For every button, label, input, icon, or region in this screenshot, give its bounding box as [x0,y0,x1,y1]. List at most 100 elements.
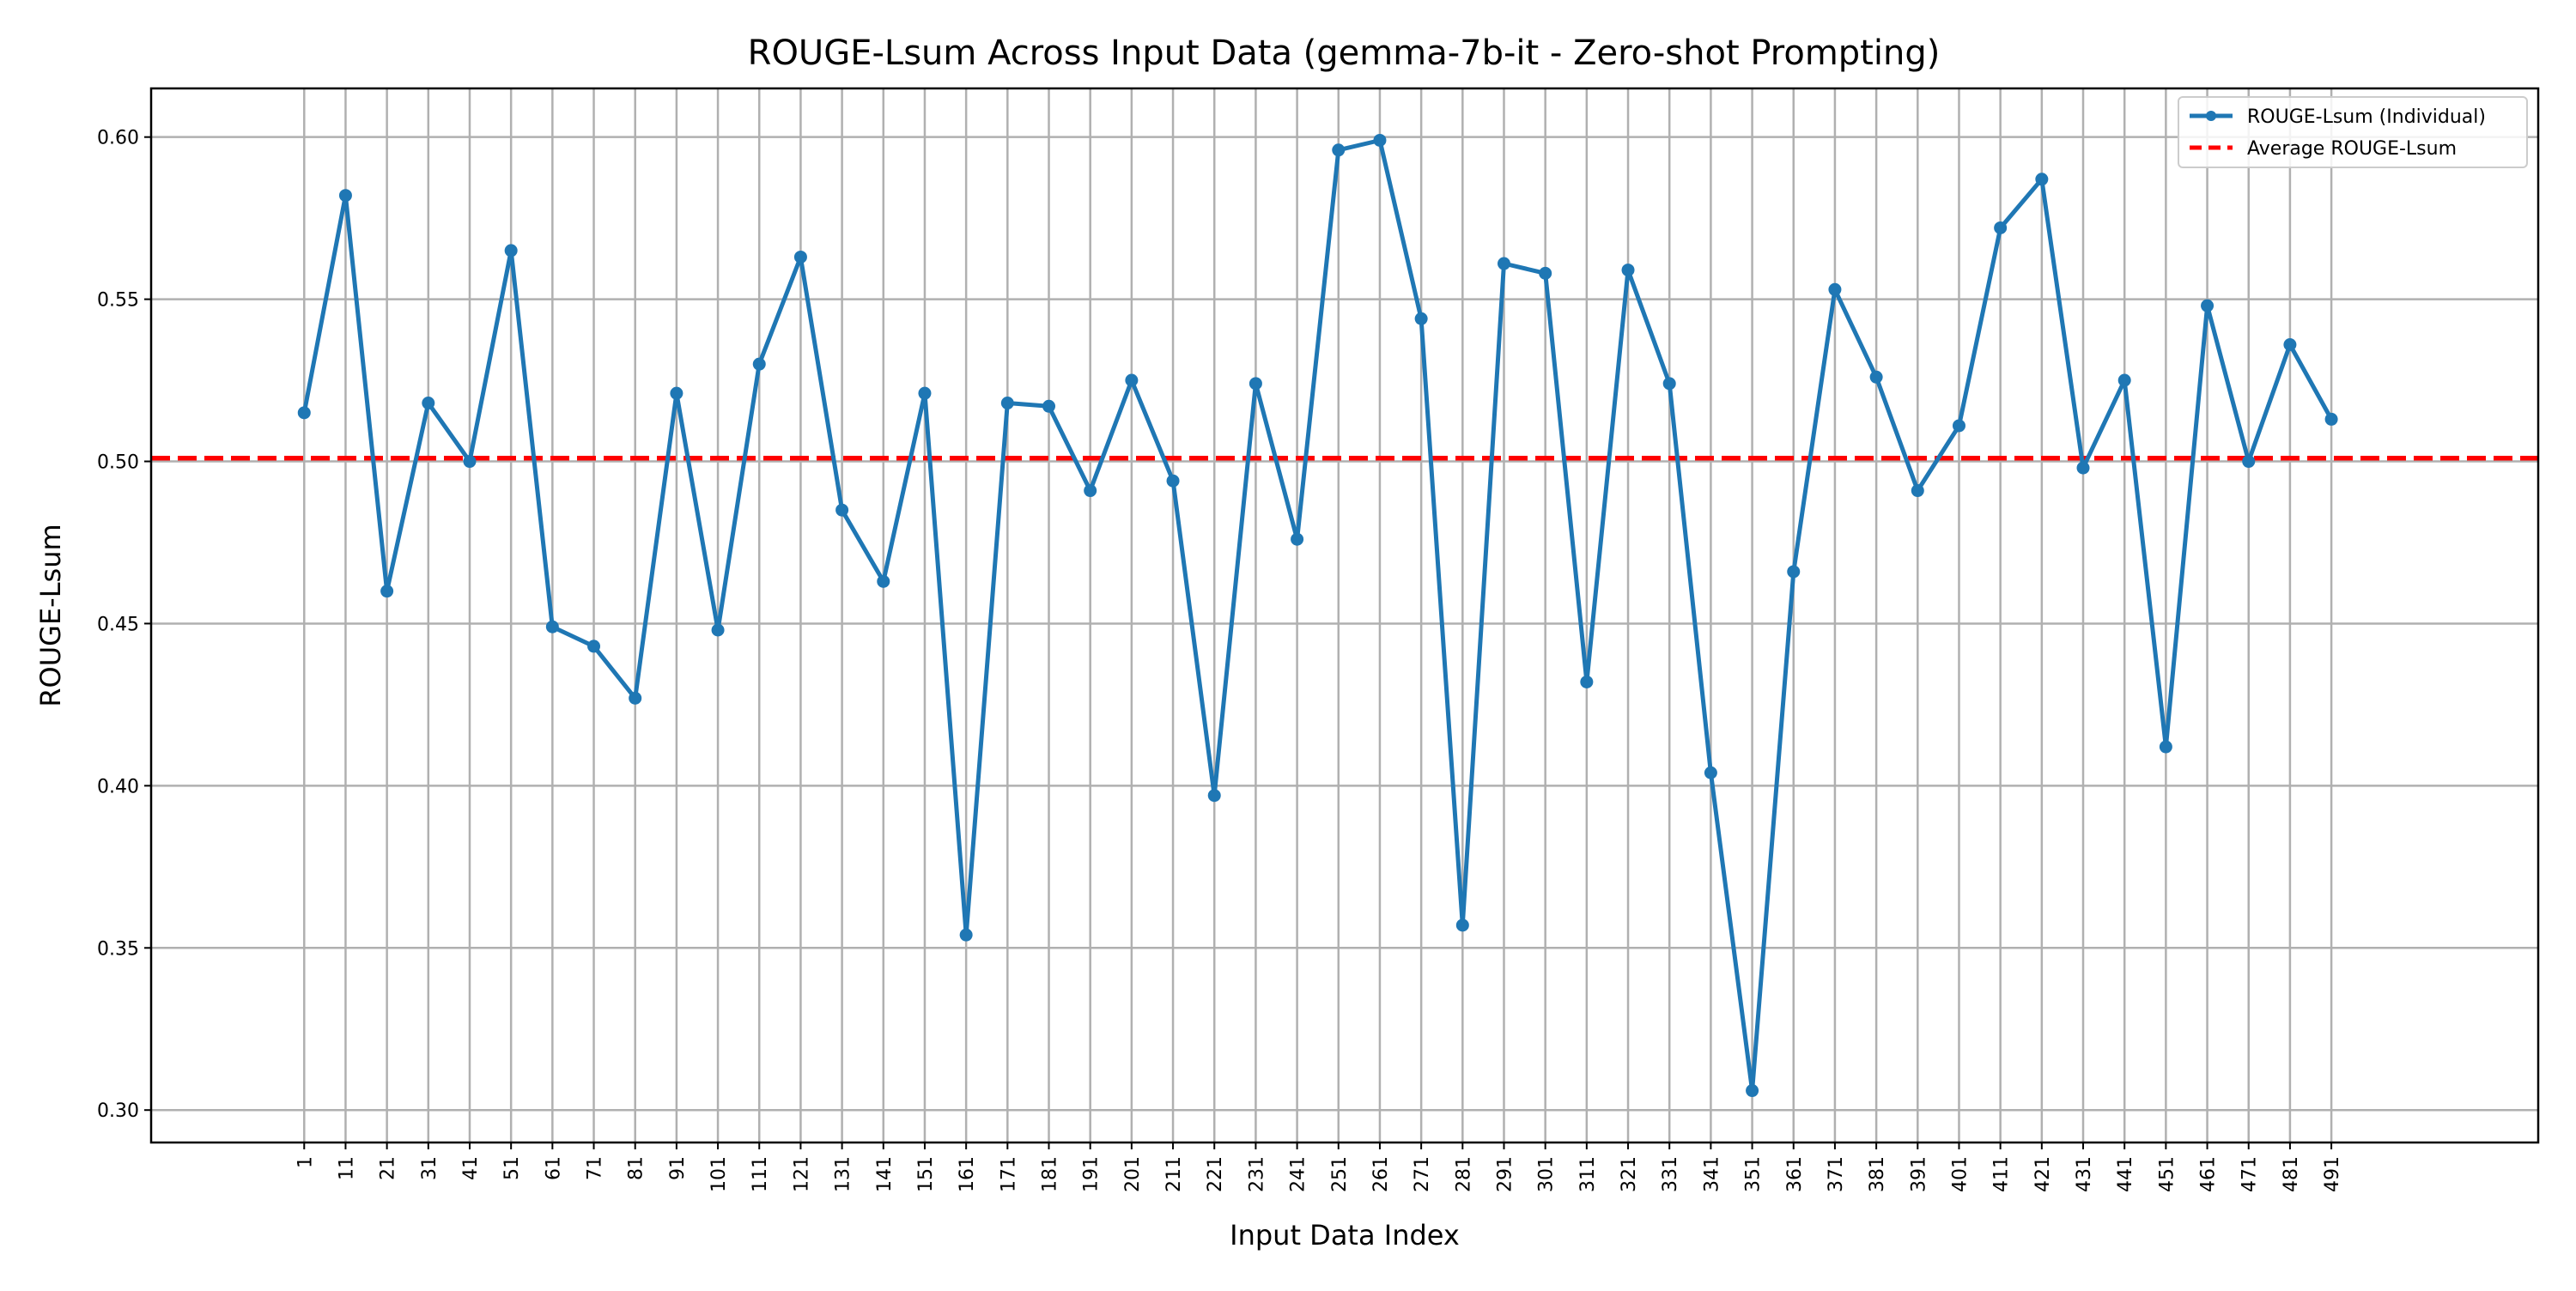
data-point [877,574,890,588]
data-point [1869,370,1883,384]
data-point [959,928,973,942]
data-point [1539,266,1552,280]
x-tick-label: 281 [1453,1156,1474,1192]
legend-series-marker [2206,111,2216,121]
x-tick-label: 291 [1494,1156,1516,1192]
x-tick-label: 241 [1288,1156,1309,1192]
y-tick-label: 0.50 [97,452,139,474]
data-point [835,503,849,517]
data-point [338,189,352,203]
data-point [1952,419,1965,433]
data-point [1084,484,1097,498]
data-point [504,244,518,258]
plot-frame [149,87,2540,1144]
x-tick-label: 361 [1784,1156,1806,1192]
data-point [670,386,683,400]
data-point [2076,461,2090,475]
x-tick-label: 131 [833,1156,854,1192]
data-point [752,357,766,371]
data-point [1497,257,1510,270]
y-tick-label: 0.35 [97,938,139,960]
x-tick-label: 441 [2115,1156,2136,1192]
data-point [1332,143,1346,157]
x-tick-label: 31 [419,1156,440,1180]
x-tick-label: 331 [1660,1156,1681,1192]
data-point [2242,455,2256,469]
x-tick-label: 471 [2239,1156,2261,1192]
x-tick-label: 161 [957,1156,978,1192]
x-tick-label: 141 [874,1156,896,1192]
x-tick-label: 121 [791,1156,812,1192]
x-tick-label: 191 [1081,1156,1103,1192]
x-tick-label: 261 [1370,1156,1392,1192]
data-point [587,639,601,653]
data-point [711,623,725,637]
data-point [1662,377,1676,391]
legend-average-label: Average ROUGE-Lsum [2247,138,2457,160]
x-tick-label: 271 [1412,1156,1433,1192]
data-point [1580,675,1594,688]
axis-layer: 1 11 21 31 41 51 61 71 81 91 101 111 121 131 141 151 161… [97,128,2343,1192]
x-tick-label: 451 [2156,1156,2178,1192]
data-point [1911,484,1924,498]
data-point [297,406,311,420]
data-point [1621,264,1635,277]
data-point [793,250,807,264]
x-tick-label: 491 [2322,1156,2343,1192]
x-axis-label: Input Data Index [1230,1219,1460,1252]
x-tick-label: 221 [1205,1156,1226,1192]
data-point [2035,173,2049,186]
x-tick-label: 51 [501,1156,523,1180]
x-tick-label: 171 [998,1156,1019,1192]
data-point [918,386,932,400]
x-tick-label: 251 [1329,1156,1351,1192]
x-tick-label: 81 [626,1156,647,1180]
data-point [2283,337,2297,351]
x-tick-label: 231 [1246,1156,1267,1192]
data-point [1042,399,1056,413]
x-tick-label: 211 [1163,1156,1185,1192]
series-layer [297,133,2338,1098]
data-point [1166,474,1180,488]
x-tick-label: 101 [708,1156,730,1192]
data-point [1455,918,1469,932]
data-point [1125,373,1139,387]
data-point [1291,532,1304,546]
x-tick-label: 341 [1701,1156,1722,1192]
data-point [2159,740,2172,754]
y-axis-label: ROUGE-Lsum [34,524,67,706]
data-point [1828,282,1842,296]
x-tick-label: 401 [1949,1156,1971,1192]
y-tick-label: 0.60 [97,128,139,149]
x-tick-label: 11 [336,1156,357,1180]
x-tick-label: 371 [1826,1156,1847,1192]
x-tick-label: 381 [1867,1156,1888,1192]
x-tick-label: 481 [2281,1156,2302,1192]
y-tick-label: 0.40 [97,776,139,797]
x-tick-label: 391 [1908,1156,1929,1192]
data-point [1414,312,1428,325]
data-point [463,455,477,469]
x-tick-label: 421 [2032,1156,2054,1192]
legend-series-label: ROUGE-Lsum (Individual) [2247,106,2486,128]
x-tick-label: 1 [295,1156,316,1168]
data-point [1704,766,1717,779]
x-tick-label: 91 [667,1156,689,1180]
data-point [422,397,435,410]
x-tick-label: 21 [378,1156,399,1180]
y-tick-label: 0.30 [97,1100,139,1122]
x-tick-label: 71 [585,1156,606,1180]
x-tick-label: 201 [1122,1156,1144,1192]
x-tick-label: 461 [2198,1156,2220,1192]
series-line [301,138,2334,1093]
data-point [380,585,394,598]
x-tick-label: 181 [1040,1156,1061,1192]
x-tick-label: 301 [1536,1156,1558,1192]
data-point [1373,133,1387,147]
data-point [1787,565,1801,579]
data-point [2324,412,2338,426]
data-point [1746,1084,1759,1098]
x-tick-label: 311 [1577,1156,1599,1192]
y-tick-label: 0.45 [97,614,139,635]
